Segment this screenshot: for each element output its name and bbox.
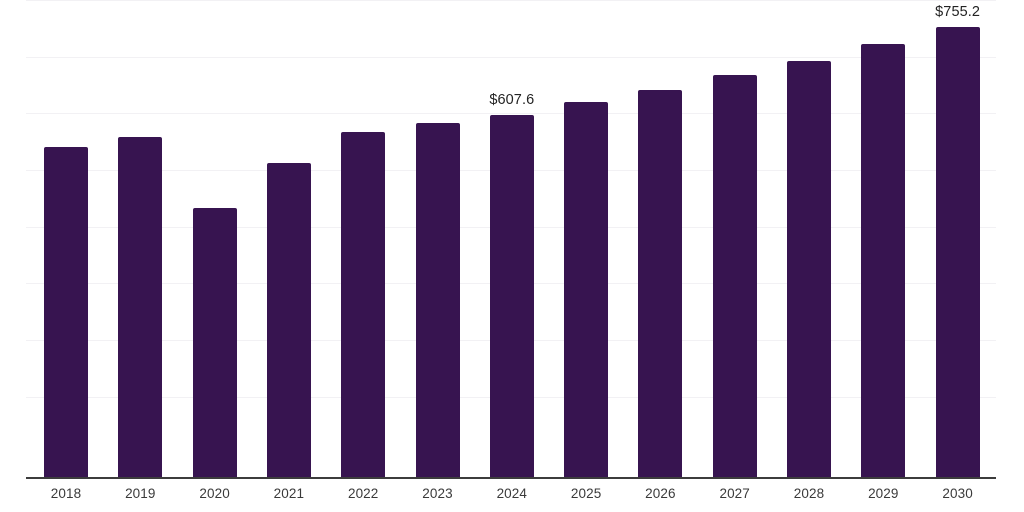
x-tick-label-2022: 2022 [347, 486, 379, 501]
x-tick-label-2021: 2021 [273, 486, 305, 501]
value-label-2030: $755.2 [935, 3, 981, 20]
x-tick-label-2028: 2028 [793, 486, 825, 501]
bar-2021[interactable] [266, 162, 311, 477]
x-tick-label-2020: 2020 [199, 486, 230, 501]
bar-2022[interactable] [341, 131, 386, 477]
bar-2019[interactable] [118, 136, 163, 477]
bar-2030[interactable] [935, 26, 980, 477]
bar-2028[interactable] [787, 61, 831, 477]
x-tick-label-2018: 2018 [50, 486, 82, 501]
x-axis: 2018 2019 2020 2021 2022 2023 2024 2025 2026 2027… [0, 479, 1024, 512]
value-label-2024: $607.6 [489, 91, 535, 108]
gridline [26, 113, 996, 114]
x-axis-line [26, 477, 996, 479]
bar-2024[interactable] [489, 114, 534, 477]
bar-2027[interactable] [712, 75, 757, 477]
x-tick-label-2025: 2025 [570, 486, 602, 501]
x-tick-label-2027: 2027 [719, 486, 750, 501]
x-tick-label-2029: 2029 [868, 486, 899, 501]
bar-2023[interactable] [415, 122, 460, 477]
plot-area: $607.6 $755.2 [26, 0, 996, 479]
gridline [26, 0, 996, 1]
bar-2025[interactable] [564, 101, 609, 477]
x-tick-label-2026: 2026 [645, 486, 676, 501]
gridline [26, 57, 996, 58]
x-tick-label-2023: 2023 [422, 486, 453, 501]
x-tick-label-2019: 2019 [125, 486, 156, 501]
bar-2026[interactable] [638, 89, 683, 477]
bar-2020[interactable] [192, 207, 237, 477]
x-tick-label-2024: 2024 [496, 486, 528, 501]
bar-2018[interactable] [44, 146, 88, 477]
x-tick-label-2030: 2030 [942, 486, 973, 501]
bar-2029[interactable] [861, 44, 906, 477]
